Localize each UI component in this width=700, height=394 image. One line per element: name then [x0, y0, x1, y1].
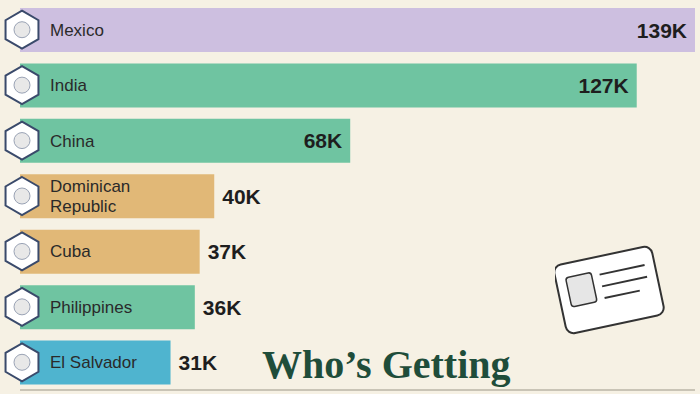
html-text:Who’s Getting: Who’s Getting [262, 342, 511, 387]
svg-text:DominicanRepublic: DominicanRepublic [50, 177, 130, 216]
svg-text:India: India [50, 76, 87, 95]
svg-text:Cuba: Cuba [50, 242, 91, 261]
svg-text:127K: 127K [579, 74, 629, 97]
svg-text:36K: 36K [203, 296, 242, 319]
svg-text:Philippines: Philippines [50, 297, 132, 316]
svg-text:40K: 40K [222, 185, 261, 208]
svg-text:68K: 68K [304, 129, 343, 152]
svg-text:139K: 139K [637, 19, 687, 42]
svg-text:El Salvador: El Salvador [50, 353, 137, 372]
svg-text:31K: 31K [179, 351, 218, 374]
svg-text:China: China [50, 131, 95, 150]
svg-text:37K: 37K [208, 240, 247, 263]
svg-text:Mexico: Mexico [50, 20, 104, 39]
